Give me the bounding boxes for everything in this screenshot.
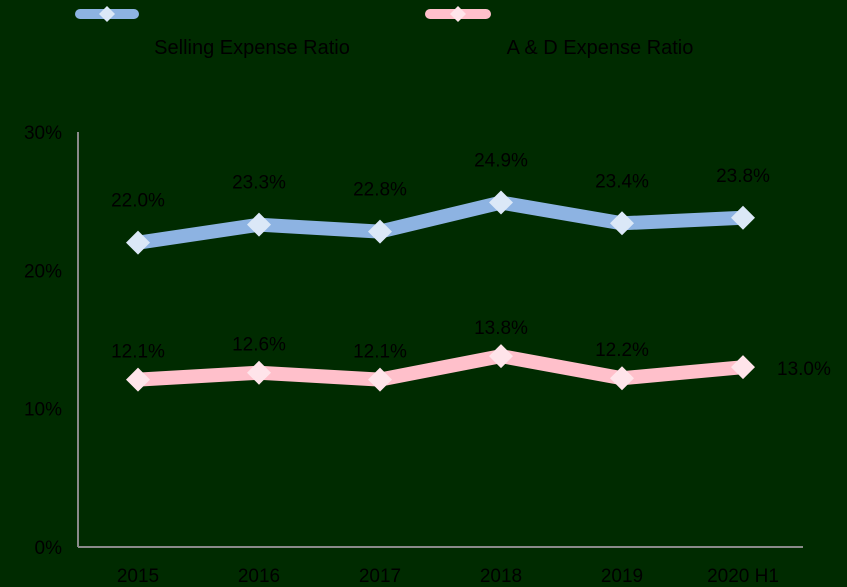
legend-label: Selling Expense Ratio [154,37,350,59]
data-label: 24.9% [474,151,528,172]
data-point [731,205,755,230]
data-label: 22.8% [353,180,407,201]
data-point [610,211,634,236]
x-tick-labels: 2015 2016 2017 2018 2019 2020 H1 [117,566,779,587]
data-label: 13.8% [474,318,528,339]
series-lines [126,190,755,392]
y-tick-label: 20% [24,261,62,282]
data-label: 12.6% [232,335,286,356]
x-tick-label: 2018 [480,566,522,587]
x-tick-label: 2017 [359,566,401,587]
data-labels: 22.0% 23.3% 22.8% 24.9% 23.4% 23.8% 12.1% 12.6%… [111,151,831,381]
data-point [247,360,271,385]
x-tick-label: 2016 [238,566,280,587]
data-point [489,190,513,215]
axes [77,132,803,548]
data-label: 12.1% [353,342,407,363]
data-point [368,219,392,244]
data-label: 22.0% [111,191,165,212]
legend-label: A & D Expense Ratio [507,37,694,59]
data-point [247,212,271,237]
data-label: 23.3% [232,173,286,194]
data-label: 23.8% [716,166,770,187]
legend: Selling Expense Ratio A & D Expense Ratio [75,6,694,59]
series-line-1 [131,349,750,387]
data-point [731,355,755,380]
data-point [489,344,513,369]
data-point [368,367,392,392]
legend-swatch-marker [450,6,466,22]
x-tick-label: 2019 [601,566,643,587]
data-point [610,366,634,391]
data-label: 12.2% [595,340,649,361]
y-tick-label: 10% [24,400,62,421]
x-tick-label: 2020 H1 [707,566,779,587]
x-tick-label: 2015 [117,566,159,587]
data-label: 23.4% [595,171,649,192]
data-point [126,367,150,392]
legend-swatch-marker [99,6,115,22]
y-tick-labels: 0% 10% 20% 30% [24,123,62,559]
data-point [126,230,150,255]
data-label: 12.1% [111,342,165,363]
y-tick-label: 0% [35,538,63,559]
data-label: 13.0% [777,359,831,380]
series-line-0 [131,195,750,250]
y-tick-label: 30% [24,123,62,144]
